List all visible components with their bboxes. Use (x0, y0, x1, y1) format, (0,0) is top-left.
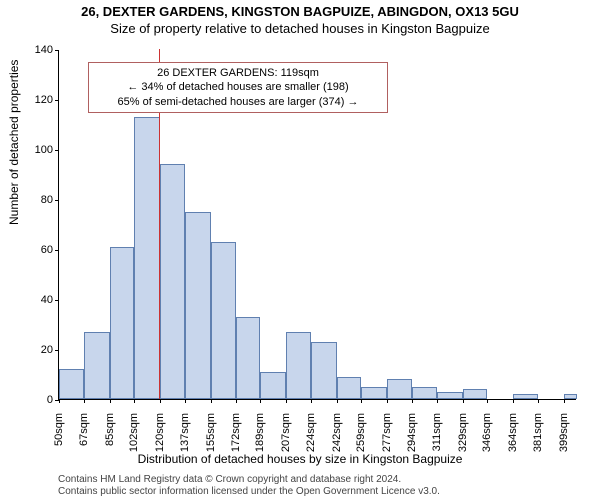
histogram-bar (412, 387, 437, 400)
x-tick-label: 311sqm (431, 413, 443, 451)
x-tick-mark (134, 399, 135, 403)
y-tick-mark (55, 250, 59, 251)
y-tick-label: 100 (35, 144, 53, 156)
chart-title: 26, DEXTER GARDENS, KINGSTON BAGPUIZE, A… (0, 0, 600, 19)
histogram-bar (134, 117, 160, 400)
annotation-box: 26 DEXTER GARDENS: 119sqm ← 34% of detac… (88, 62, 388, 113)
histogram-bar (387, 379, 412, 399)
y-tick-mark (55, 50, 59, 51)
histogram-bar (59, 369, 84, 399)
x-tick-label: 207sqm (280, 413, 292, 452)
y-axis-label: Number of detached properties (7, 60, 21, 225)
chart-subtitle: Size of property relative to detached ho… (0, 19, 600, 36)
footer: Contains HM Land Registry data © Crown c… (58, 474, 440, 498)
histogram-bar (211, 242, 236, 400)
x-tick-mark (286, 399, 287, 403)
x-tick-label: 120sqm (154, 413, 166, 452)
x-tick-mark (110, 399, 111, 403)
histogram-bar (337, 377, 362, 400)
y-tick-label: 140 (35, 44, 53, 56)
x-tick-label: 364sqm (507, 413, 519, 452)
x-tick-mark (84, 399, 85, 403)
footer-line1: Contains HM Land Registry data © Crown c… (58, 474, 440, 486)
x-tick-mark (513, 399, 514, 403)
histogram-bar (564, 394, 577, 399)
histogram-bar (286, 332, 311, 400)
y-tick-label: 60 (41, 244, 53, 256)
footer-line2: Contains public sector information licen… (58, 486, 440, 498)
plot-area: 02040608010012014050sqm67sqm85sqm102sqm1… (58, 50, 576, 400)
x-tick-label: 224sqm (305, 413, 317, 452)
x-tick-label: 50sqm (53, 413, 65, 446)
histogram-bar (463, 389, 488, 399)
y-tick-label: 120 (35, 94, 53, 106)
x-tick-label: 189sqm (254, 413, 266, 452)
x-tick-label: 242sqm (331, 413, 343, 452)
x-tick-label: 102sqm (128, 413, 140, 452)
histogram-bar (437, 392, 463, 400)
histogram-bar (311, 342, 337, 400)
chart-container: 26, DEXTER GARDENS, KINGSTON BAGPUIZE, A… (0, 0, 600, 500)
x-tick-label: 67sqm (78, 413, 90, 446)
x-tick-mark (59, 399, 60, 403)
x-tick-mark (387, 399, 388, 403)
x-tick-mark (185, 399, 186, 403)
y-tick-label: 80 (41, 194, 53, 206)
x-tick-label: 399sqm (558, 413, 570, 452)
x-tick-mark (260, 399, 261, 403)
y-tick-mark (55, 300, 59, 301)
annotation-line2: ← 34% of detached houses are smaller (19… (95, 80, 381, 94)
x-tick-mark (412, 399, 413, 403)
x-tick-label: 294sqm (406, 413, 418, 452)
x-axis-label: Distribution of detached houses by size … (0, 452, 600, 466)
x-tick-label: 137sqm (179, 413, 191, 452)
x-tick-mark (311, 399, 312, 403)
y-tick-label: 40 (41, 294, 53, 306)
x-tick-label: 259sqm (355, 413, 367, 452)
x-tick-label: 155sqm (205, 413, 217, 452)
histogram-bar (236, 317, 261, 400)
y-tick-label: 20 (41, 344, 53, 356)
x-tick-mark (211, 399, 212, 403)
histogram-bar (160, 164, 185, 399)
x-tick-label: 277sqm (381, 413, 393, 452)
x-tick-label: 329sqm (457, 413, 469, 452)
histogram-bar (513, 394, 538, 399)
x-tick-mark (337, 399, 338, 403)
histogram-bar (185, 212, 211, 400)
x-tick-mark (564, 399, 565, 403)
histogram-bar (110, 247, 135, 400)
histogram-bar (84, 332, 110, 400)
x-tick-label: 346sqm (481, 413, 493, 452)
annotation-line3: 65% of semi-detached houses are larger (… (95, 95, 381, 109)
x-tick-mark (236, 399, 237, 403)
x-tick-label: 172sqm (230, 413, 242, 452)
histogram-bar (260, 372, 286, 400)
x-tick-mark (437, 399, 438, 403)
y-tick-mark (55, 150, 59, 151)
x-tick-mark (361, 399, 362, 403)
y-tick-label: 0 (47, 394, 53, 406)
x-tick-mark (160, 399, 161, 403)
x-tick-label: 381sqm (532, 413, 544, 452)
x-tick-mark (487, 399, 488, 403)
histogram-bar (361, 387, 387, 400)
annotation-line1: 26 DEXTER GARDENS: 119sqm (95, 66, 381, 80)
x-tick-mark (463, 399, 464, 403)
x-tick-label: 85sqm (104, 413, 116, 446)
y-tick-mark (55, 100, 59, 101)
y-tick-mark (55, 200, 59, 201)
y-tick-mark (55, 350, 59, 351)
x-tick-mark (538, 399, 539, 403)
